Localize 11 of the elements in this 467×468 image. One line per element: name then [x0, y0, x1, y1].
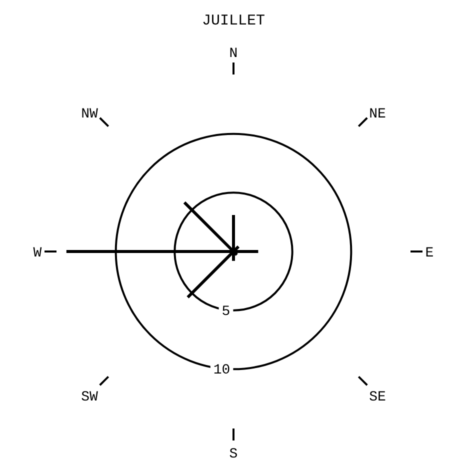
picture-compass-tick: NW — [81, 106, 98, 122]
picture-compass-tick: SE — [369, 389, 386, 406]
chart-title: JUILLET — [202, 12, 266, 30]
y-tick-label: 5 — [222, 304, 230, 320]
picture-compass-tick: NE — [369, 106, 386, 122]
picture-compass-tick: W — [33, 245, 42, 262]
picture-compass-tick: SW — [81, 389, 98, 406]
y-tick-label: 10 — [213, 362, 230, 379]
picture-compass-tick: N — [229, 46, 238, 62]
picture-compass-tick: E — [425, 245, 434, 262]
picture-compass-tick: S — [229, 446, 238, 462]
